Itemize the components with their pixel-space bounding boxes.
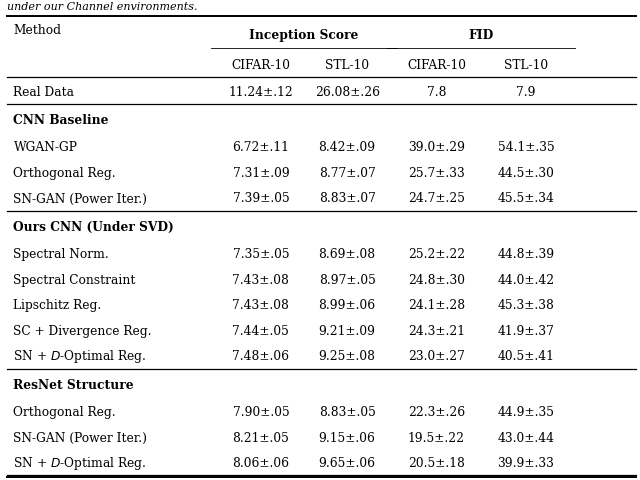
Text: 7.9: 7.9 <box>516 85 536 98</box>
Text: 8.06±.06: 8.06±.06 <box>232 456 289 469</box>
Text: 39.9±.33: 39.9±.33 <box>497 456 554 469</box>
Text: Orthogonal Reg.: Orthogonal Reg. <box>13 167 116 180</box>
Text: 7.8: 7.8 <box>427 85 446 98</box>
Text: STL-10: STL-10 <box>504 59 548 72</box>
Text: 7.39±.05: 7.39±.05 <box>232 192 289 205</box>
Text: 11.24±.12: 11.24±.12 <box>228 85 293 98</box>
Text: SN + $D$‐Optimal Reg.: SN + $D$‐Optimal Reg. <box>13 348 147 365</box>
Text: 7.43±.08: 7.43±.08 <box>232 273 289 286</box>
Text: 20.5±.18: 20.5±.18 <box>408 456 465 469</box>
Text: 8.83±.05: 8.83±.05 <box>319 405 376 418</box>
Text: WGAN-GP: WGAN-GP <box>13 141 77 154</box>
Text: SC + Divergence Reg.: SC + Divergence Reg. <box>13 324 152 337</box>
Text: 8.99±.06: 8.99±.06 <box>319 299 376 312</box>
Text: CIFAR-10: CIFAR-10 <box>232 59 291 72</box>
Text: 7.35±.05: 7.35±.05 <box>232 248 289 261</box>
Text: Real Data: Real Data <box>13 85 74 98</box>
Text: 44.0±.42: 44.0±.42 <box>497 273 554 286</box>
Text: 9.25±.08: 9.25±.08 <box>319 349 376 363</box>
Text: 40.5±.41: 40.5±.41 <box>497 349 554 363</box>
Text: 6.72±.11: 6.72±.11 <box>232 141 289 154</box>
Text: 24.1±.28: 24.1±.28 <box>408 299 465 312</box>
Text: Orthogonal Reg.: Orthogonal Reg. <box>13 405 116 418</box>
Text: 25.7±.33: 25.7±.33 <box>408 167 465 180</box>
Text: 8.77±.07: 8.77±.07 <box>319 167 376 180</box>
Text: Inception Score: Inception Score <box>250 29 359 42</box>
Text: 8.83±.07: 8.83±.07 <box>319 192 376 205</box>
Text: ResNet Structure: ResNet Structure <box>13 378 134 391</box>
Text: CIFAR-10: CIFAR-10 <box>407 59 466 72</box>
Text: 9.21±.09: 9.21±.09 <box>319 324 376 337</box>
Text: 39.0±.29: 39.0±.29 <box>408 141 465 154</box>
Text: 24.3±.21: 24.3±.21 <box>408 324 465 337</box>
Text: 19.5±.22: 19.5±.22 <box>408 431 465 444</box>
Text: 25.2±.22: 25.2±.22 <box>408 248 465 261</box>
Text: 8.21±.05: 8.21±.05 <box>232 431 289 444</box>
Text: 24.7±.25: 24.7±.25 <box>408 192 465 205</box>
Text: FID: FID <box>468 29 494 42</box>
Text: 44.5±.30: 44.5±.30 <box>497 167 554 180</box>
Text: SN-GAN (Power Iter.): SN-GAN (Power Iter.) <box>13 192 147 205</box>
Text: 9.65±.06: 9.65±.06 <box>319 456 376 469</box>
Text: 44.8±.39: 44.8±.39 <box>497 248 554 261</box>
Text: Spectral Norm.: Spectral Norm. <box>13 248 109 261</box>
Text: SN-GAN (Power Iter.): SN-GAN (Power Iter.) <box>13 431 147 444</box>
Text: 41.9±.37: 41.9±.37 <box>497 324 554 337</box>
Text: SN + $D$‐Optimal Reg.: SN + $D$‐Optimal Reg. <box>13 454 147 471</box>
Text: 44.9±.35: 44.9±.35 <box>497 405 554 418</box>
Text: 7.44±.05: 7.44±.05 <box>232 324 289 337</box>
Text: Lipschitz Reg.: Lipschitz Reg. <box>13 299 102 312</box>
Text: 7.43±.08: 7.43±.08 <box>232 299 289 312</box>
Text: STL-10: STL-10 <box>325 59 369 72</box>
Text: 43.0±.44: 43.0±.44 <box>497 431 554 444</box>
Text: Method: Method <box>13 24 61 37</box>
Text: 45.3±.38: 45.3±.38 <box>497 299 554 312</box>
Text: 7.31±.09: 7.31±.09 <box>232 167 289 180</box>
Text: 26.08±.26: 26.08±.26 <box>315 85 380 98</box>
Text: 54.1±.35: 54.1±.35 <box>497 141 554 154</box>
Text: 9.15±.06: 9.15±.06 <box>319 431 376 444</box>
Text: 7.48±.06: 7.48±.06 <box>232 349 289 363</box>
Text: CNN Baseline: CNN Baseline <box>13 114 109 127</box>
Text: 8.42±.09: 8.42±.09 <box>319 141 376 154</box>
Text: under our Channel environments.: under our Channel environments. <box>7 1 198 12</box>
Text: Spectral Constraint: Spectral Constraint <box>13 273 136 286</box>
Text: 22.3±.26: 22.3±.26 <box>408 405 465 418</box>
Text: 24.8±.30: 24.8±.30 <box>408 273 465 286</box>
Text: 8.69±.08: 8.69±.08 <box>319 248 376 261</box>
Text: Ours CNN (Under SVD): Ours CNN (Under SVD) <box>13 221 174 234</box>
Text: 8.97±.05: 8.97±.05 <box>319 273 376 286</box>
Text: 45.5±.34: 45.5±.34 <box>497 192 554 205</box>
Text: 23.0±.27: 23.0±.27 <box>408 349 465 363</box>
Text: 7.90±.05: 7.90±.05 <box>232 405 289 418</box>
